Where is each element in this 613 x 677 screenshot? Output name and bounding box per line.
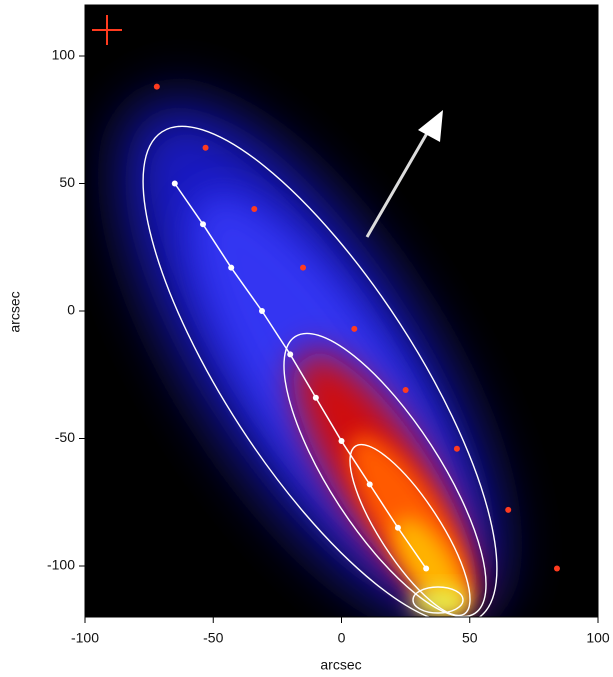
red-point: [300, 264, 307, 271]
ridge-line: [174, 183, 427, 569]
red-point: [251, 206, 258, 212]
red-point: [202, 144, 209, 151]
y-tick-label: -100: [47, 557, 75, 573]
x-tick-label: -50: [203, 630, 223, 646]
x-tick-label: 0: [338, 630, 346, 646]
ridge-point: [258, 308, 265, 314]
emission-map: [122, 101, 498, 617]
x-tick-label: -100: [71, 630, 99, 646]
y-tick-label: 50: [59, 174, 75, 190]
contours: [142, 125, 498, 617]
red-point: [553, 565, 560, 572]
orientation-arrow: [365, 110, 443, 238]
red-point: [402, 387, 409, 394]
ridge-point: [394, 524, 401, 531]
ridge-point: [228, 264, 235, 271]
red-point: [453, 445, 460, 452]
red-point: [153, 83, 160, 90]
x-tick-label: 100: [586, 630, 610, 646]
y-tick-label: -50: [55, 429, 75, 445]
ridge-point: [287, 351, 294, 358]
x-axis-label: arcsec: [320, 657, 361, 673]
x-tick-label: 50: [462, 630, 478, 646]
y-axis-label: arcsec: [7, 291, 23, 332]
red-point: [351, 325, 358, 332]
y-tick-label: 0: [67, 302, 75, 318]
beam-marker: [92, 15, 122, 45]
ridge-point: [171, 180, 178, 187]
ridge-point: [423, 565, 430, 572]
ridge-point: [199, 221, 206, 228]
y-tick-label: 100: [52, 47, 76, 63]
ridge-point: [366, 481, 373, 488]
ridge-point: [312, 394, 319, 401]
red-point: [505, 506, 512, 513]
ridge-point: [338, 438, 345, 445]
